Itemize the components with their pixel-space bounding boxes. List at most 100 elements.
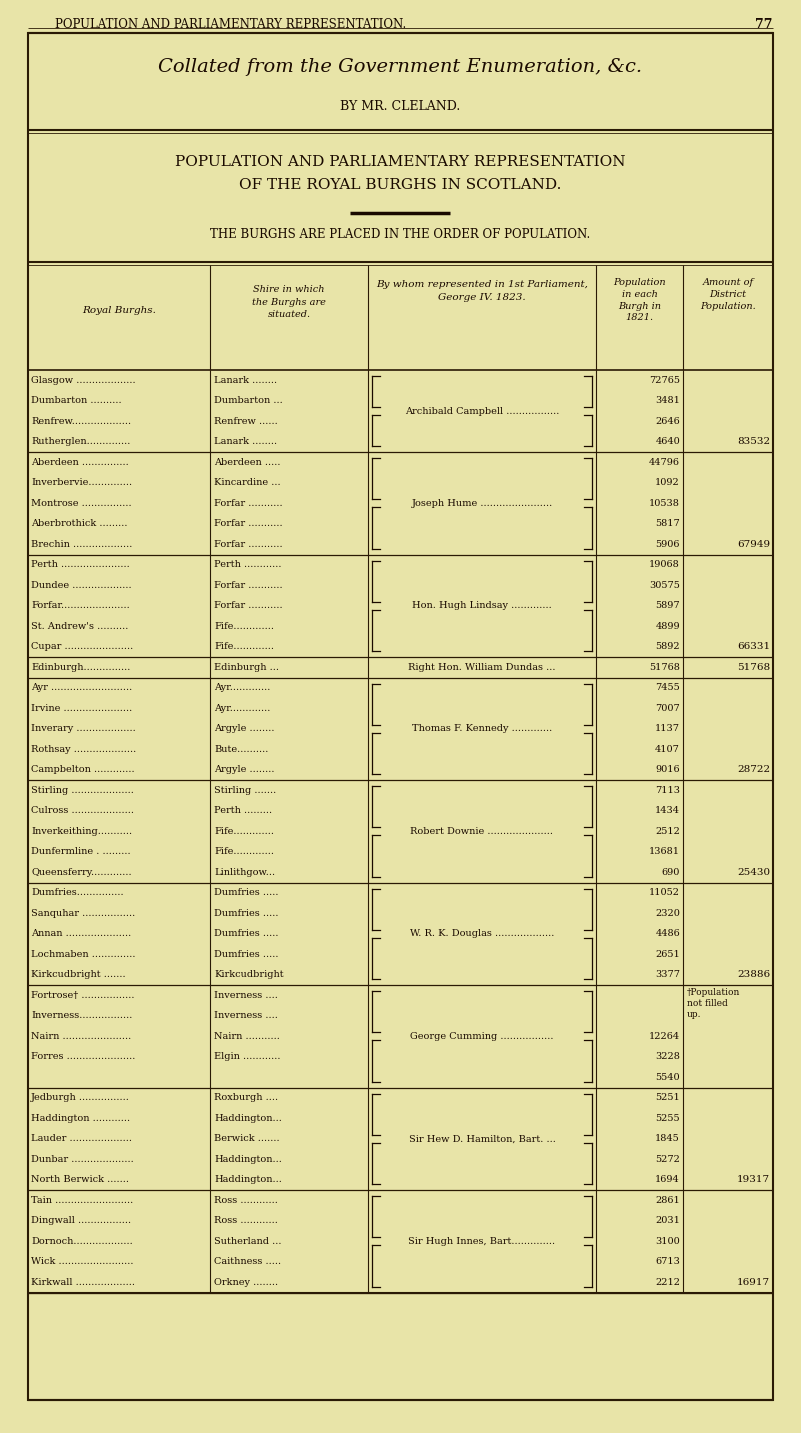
Text: Roxburgh ....: Roxburgh .... (214, 1093, 278, 1102)
Text: Collated from the Government Enumeration, &c.: Collated from the Government Enumeration… (158, 57, 642, 76)
Text: POPULATION AND PARLIAMENTARY REPRESENTATION.: POPULATION AND PARLIAMENTARY REPRESENTAT… (55, 19, 406, 32)
Text: Renfrew...................: Renfrew................... (31, 417, 131, 426)
Text: Forres ......................: Forres ...................... (31, 1052, 135, 1062)
Text: Inverkeithing...........: Inverkeithing........... (31, 827, 132, 835)
Text: Stirling .......: Stirling ....... (214, 785, 276, 795)
Text: Jedburgh ................: Jedburgh ................ (31, 1093, 130, 1102)
Text: Dundee ...................: Dundee ................... (31, 580, 131, 590)
Text: Perth ............: Perth ............ (214, 560, 281, 569)
Text: 2646: 2646 (655, 417, 680, 426)
Text: 10538: 10538 (649, 499, 680, 507)
Text: 19317: 19317 (737, 1175, 770, 1184)
Text: 51768: 51768 (737, 662, 770, 672)
Text: By whom represented in 1st Parliament,
George IV. 1823.: By whom represented in 1st Parliament, G… (376, 279, 588, 301)
Text: Dumfries .....: Dumfries ..... (214, 888, 279, 897)
Text: 83532: 83532 (737, 437, 770, 446)
Text: Ayr.............: Ayr............. (214, 684, 271, 692)
Text: OF THE ROYAL BURGHS IN SCOTLAND.: OF THE ROYAL BURGHS IN SCOTLAND. (239, 178, 562, 192)
Text: Nairn ......................: Nairn ...................... (31, 1032, 131, 1040)
Text: Lanark ........: Lanark ........ (214, 437, 277, 446)
Text: Montrose ................: Montrose ................ (31, 499, 131, 507)
Text: Ross ............: Ross ............ (214, 1195, 278, 1205)
Text: 77: 77 (755, 19, 773, 32)
Text: Amount of
District
Population.: Amount of District Population. (700, 278, 756, 311)
Text: Linlithgow...: Linlithgow... (214, 868, 275, 877)
Text: 5540: 5540 (655, 1073, 680, 1082)
Text: 23886: 23886 (737, 970, 770, 979)
Text: Dingwall .................: Dingwall ................. (31, 1217, 131, 1225)
Text: Berwick .......: Berwick ....... (214, 1135, 280, 1144)
Text: Sutherland ...: Sutherland ... (214, 1237, 281, 1245)
Text: Sir Hugh Innes, Bart..............: Sir Hugh Innes, Bart.............. (409, 1237, 556, 1245)
Text: Haddington...: Haddington... (214, 1113, 282, 1122)
Text: 28722: 28722 (737, 765, 770, 774)
Text: Inverness.................: Inverness................. (31, 1012, 132, 1020)
Text: 4899: 4899 (655, 622, 680, 631)
Text: Elgin ............: Elgin ............ (214, 1052, 280, 1062)
Text: Archibald Campbell .................: Archibald Campbell ................. (405, 407, 559, 416)
Text: Orkney ........: Orkney ........ (214, 1278, 278, 1287)
Text: 72765: 72765 (649, 375, 680, 384)
Text: Dumfries...............: Dumfries............... (31, 888, 123, 897)
Text: 4640: 4640 (655, 437, 680, 446)
Text: Aberdeen .....: Aberdeen ..... (214, 457, 280, 467)
Text: Kirkcudbright .......: Kirkcudbright ....... (31, 970, 126, 979)
Text: 2512: 2512 (655, 827, 680, 835)
Text: 7455: 7455 (655, 684, 680, 692)
Text: Inverary ...................: Inverary ................... (31, 724, 135, 734)
Text: Thomas F. Kennedy .............: Thomas F. Kennedy ............. (412, 724, 552, 734)
Text: Dumfries .....: Dumfries ..... (214, 909, 279, 917)
Text: Forfar ...........: Forfar ........... (214, 519, 283, 529)
Text: Aberbrothick .........: Aberbrothick ......... (31, 519, 127, 529)
Text: 6713: 6713 (655, 1257, 680, 1267)
Text: 690: 690 (662, 868, 680, 877)
Text: Fife.............: Fife............. (214, 847, 274, 857)
Text: Forfar ...........: Forfar ........... (214, 602, 283, 610)
Text: 44796: 44796 (649, 457, 680, 467)
Text: 2212: 2212 (655, 1278, 680, 1287)
Text: Kirkwall ...................: Kirkwall ................... (31, 1278, 135, 1287)
Text: Renfrew ......: Renfrew ...... (214, 417, 278, 426)
Text: 2651: 2651 (655, 950, 680, 959)
Text: Inverbervie..............: Inverbervie.............. (31, 479, 132, 487)
Text: 2320: 2320 (655, 909, 680, 917)
Text: Tain .........................: Tain ......................... (31, 1195, 133, 1205)
Text: 2031: 2031 (655, 1217, 680, 1225)
Text: 5817: 5817 (655, 519, 680, 529)
Text: Caithness .....: Caithness ..... (214, 1257, 281, 1267)
Text: Royal Burghs.: Royal Burghs. (82, 305, 156, 314)
Text: Aberdeen ...............: Aberdeen ............... (31, 457, 129, 467)
Text: Dumbarton ..........: Dumbarton .......... (31, 397, 122, 406)
Text: Stirling ....................: Stirling .................... (31, 785, 134, 795)
Text: W. R. K. Douglas ...................: W. R. K. Douglas ................... (410, 929, 554, 939)
Text: Wick ........................: Wick ........................ (31, 1257, 134, 1267)
Text: Dumfries .....: Dumfries ..... (214, 950, 279, 959)
Text: Ayr ..........................: Ayr .......................... (31, 684, 132, 692)
Text: 1694: 1694 (655, 1175, 680, 1184)
Text: Dumbarton ...: Dumbarton ... (214, 397, 283, 406)
Text: 1845: 1845 (655, 1135, 680, 1144)
Text: Lochmaben ..............: Lochmaben .............. (31, 950, 135, 959)
Text: Bute..........: Bute.......... (214, 745, 268, 754)
Text: Campbelton .............: Campbelton ............. (31, 765, 135, 774)
Text: BY MR. CLELAND.: BY MR. CLELAND. (340, 100, 460, 113)
Text: Fife.............: Fife............. (214, 642, 274, 651)
Text: THE BURGHS ARE PLACED IN THE ORDER OF POPULATION.: THE BURGHS ARE PLACED IN THE ORDER OF PO… (210, 228, 590, 241)
Text: Haddington...: Haddington... (214, 1155, 282, 1164)
Text: Cupar ......................: Cupar ...................... (31, 642, 133, 651)
Text: Nairn ...........: Nairn ........... (214, 1032, 280, 1040)
Text: Rutherglen..............: Rutherglen.............. (31, 437, 131, 446)
Text: Kincardine ...: Kincardine ... (214, 479, 280, 487)
Text: Hon. Hugh Lindsay .............: Hon. Hugh Lindsay ............. (413, 602, 552, 610)
Text: 7113: 7113 (655, 785, 680, 795)
Text: 12264: 12264 (649, 1032, 680, 1040)
Text: Edinburgh...............: Edinburgh............... (31, 662, 131, 672)
Text: 3228: 3228 (655, 1052, 680, 1062)
Text: POPULATION AND PARLIAMENTARY REPRESENTATION: POPULATION AND PARLIAMENTARY REPRESENTAT… (175, 155, 626, 169)
Text: Right Hon. William Dundas ...: Right Hon. William Dundas ... (409, 662, 556, 672)
Text: Brechin ...................: Brechin ................... (31, 540, 132, 549)
Text: Glasgow ...................: Glasgow ................... (31, 375, 135, 384)
Text: Forfar ...........: Forfar ........... (214, 499, 283, 507)
Text: 3100: 3100 (655, 1237, 680, 1245)
Text: Annan .....................: Annan ..................... (31, 929, 131, 939)
